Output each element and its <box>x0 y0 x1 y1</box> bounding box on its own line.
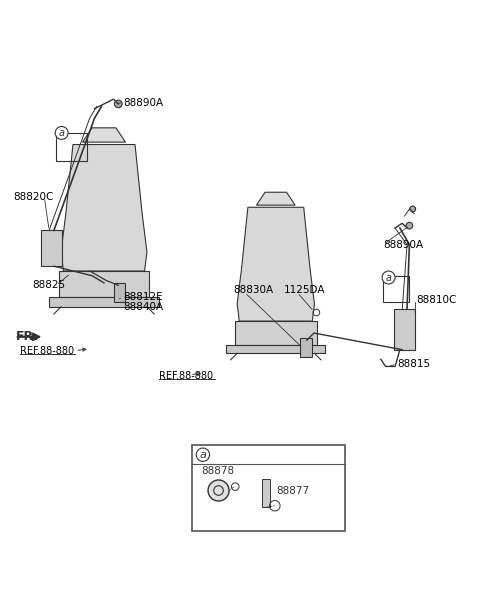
Bar <box>56 133 87 161</box>
Circle shape <box>115 100 122 108</box>
Text: 88820C: 88820C <box>13 192 54 202</box>
Circle shape <box>406 222 413 229</box>
Polygon shape <box>227 345 325 353</box>
Polygon shape <box>83 128 125 142</box>
Bar <box>114 283 125 302</box>
Bar <box>394 309 415 350</box>
Polygon shape <box>49 297 159 307</box>
Text: FR.: FR. <box>16 330 39 343</box>
Text: REF.88-880: REF.88-880 <box>159 371 213 381</box>
Text: a: a <box>385 272 392 283</box>
Text: 88815: 88815 <box>397 359 431 369</box>
Text: 88812E: 88812E <box>123 292 163 302</box>
Polygon shape <box>59 271 149 297</box>
Text: 88830A: 88830A <box>233 285 273 295</box>
Polygon shape <box>237 207 314 321</box>
Text: REF.88-880: REF.88-880 <box>20 345 73 356</box>
Polygon shape <box>61 144 147 271</box>
Polygon shape <box>263 478 270 507</box>
Circle shape <box>208 480 229 501</box>
Text: 1125DA: 1125DA <box>284 285 325 295</box>
Text: 88825: 88825 <box>33 280 66 291</box>
Text: 88877: 88877 <box>276 486 309 495</box>
Text: 88890A: 88890A <box>383 240 423 249</box>
Text: 88890A: 88890A <box>123 97 163 108</box>
Text: a: a <box>59 128 65 138</box>
Text: a: a <box>199 450 206 460</box>
Bar <box>383 276 409 302</box>
Bar <box>300 338 312 357</box>
Circle shape <box>410 206 416 212</box>
FancyBboxPatch shape <box>192 445 345 531</box>
Text: 88810C: 88810C <box>417 295 457 304</box>
Text: 88840A: 88840A <box>123 302 163 312</box>
Polygon shape <box>256 192 295 205</box>
Polygon shape <box>235 321 317 345</box>
Bar <box>41 230 62 266</box>
Text: 88878: 88878 <box>201 466 234 477</box>
